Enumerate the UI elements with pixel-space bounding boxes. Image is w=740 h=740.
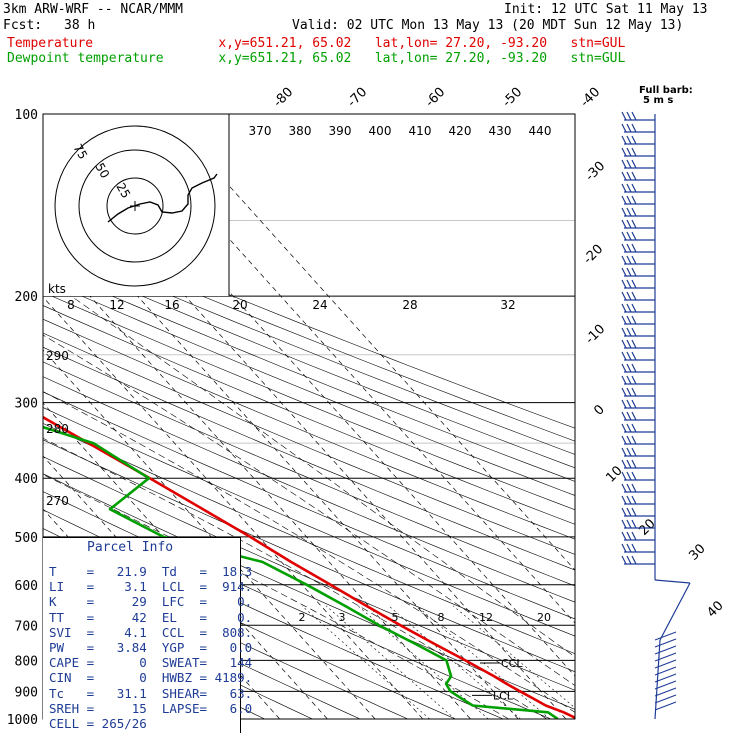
mixing-ratio-label: 12: [479, 611, 493, 624]
hodograph-speed-label: 16: [164, 298, 179, 312]
mixing-ratio-label: 20: [537, 611, 551, 624]
pressure-label: 1000: [7, 713, 38, 728]
isotherm-label: 30: [686, 541, 708, 563]
pressure-label: 700: [15, 619, 38, 634]
isotherm-label: -10: [583, 322, 609, 348]
isotherm-label: 10: [603, 463, 625, 485]
mixing-ratio-label: 3: [339, 611, 346, 624]
hodograph-ring-label: 25: [113, 181, 133, 201]
isotherm-label: 40: [704, 598, 726, 620]
hodograph-ring-label: 75: [70, 142, 90, 162]
parcel-info-row: TT = 42 EL = 0.: [49, 609, 253, 625]
theta-label: 390: [329, 124, 352, 138]
theta-label: 400: [369, 124, 392, 138]
dewpoint-legend: Dewpoint temperature x,y=651.21, 65.02 l…: [7, 51, 626, 66]
mixing-ratio-label: 8: [438, 611, 445, 624]
init-time: Init: 12 UTC Sat 11 May 13: [504, 2, 708, 17]
parcel-info-row: LI = 3.1 LCL = 914.: [49, 579, 253, 595]
parcel-info-row: CIN = 0 HWBZ = 4189.: [49, 670, 253, 686]
theta-label: 410: [409, 124, 432, 138]
pressure-label: 200: [15, 290, 38, 305]
isotherm-label: -80: [271, 85, 297, 111]
valid-time: Valid: 02 UTC Mon 13 May 13 (20 MDT Sun …: [292, 18, 684, 33]
forecast-hours: 38 h: [64, 18, 96, 33]
pressure-label: 300: [15, 397, 38, 412]
parcel-info-row: PW = 3.84 YGP = 0.0: [49, 640, 253, 655]
forecast-label: Fcst:: [3, 18, 43, 33]
isotherm-label: -70: [345, 85, 371, 111]
parcel-info-row: CELL = 265/26: [49, 716, 147, 731]
pressure-label: 600: [15, 579, 38, 594]
isotherm-label: -50: [500, 85, 526, 111]
theta-label: 270: [46, 494, 69, 508]
dewpoint-trace: [43, 425, 559, 719]
pressure-label: 400: [15, 472, 38, 487]
theta-label: 280: [46, 422, 69, 436]
pressure-label: 900: [15, 685, 38, 700]
model-title: 3km ARW-WRF -- NCAR/MMM: [3, 2, 184, 17]
ccl-marker: CCL: [501, 657, 523, 670]
pressure-label: 500: [15, 531, 38, 546]
parcel-info-row: CAPE = 0 SWEAT= 144: [49, 655, 253, 671]
isotherm-label: -20: [581, 242, 607, 268]
mixing-ratio-label: 5: [392, 611, 399, 624]
wind-barbs: [621, 111, 691, 720]
theta-label: 430: [489, 124, 512, 138]
theta-label: 380: [289, 124, 312, 138]
parcel-info-row: T = 21.9 Td = 18.3: [49, 564, 253, 579]
hodograph-speed-label: 32: [500, 298, 515, 312]
parcel-info-row: SVI = 4.1 CCL = 808.: [49, 624, 253, 640]
isotherm-label: -40: [578, 85, 604, 111]
temperature-legend: Temperature x,y=651.21, 65.02 lat,lon= 2…: [7, 36, 626, 51]
isotherm-label: -60: [423, 85, 449, 111]
hodograph-ring-label: 50: [92, 161, 112, 181]
isotherm-label: 0: [591, 402, 607, 418]
theta-label: 440: [529, 124, 552, 138]
parcel-info-title: Parcel Info: [87, 540, 174, 555]
kts-label: kts: [48, 282, 66, 296]
mixing-ratio-label: 2: [299, 611, 306, 624]
parcel-info-row: SREH = 15 LAPSE= 6.0: [49, 700, 253, 716]
theta-label: 370: [249, 124, 272, 138]
hodograph-speed-label: 20: [232, 298, 247, 312]
pressure-label: 800: [15, 654, 38, 669]
hodograph-speed-label: 8: [67, 298, 75, 312]
full-barb-units: 5 m s: [643, 95, 673, 106]
hodograph-speed-label: 24: [312, 298, 327, 312]
theta-label: 420: [449, 124, 472, 138]
hodograph-speed-label: 28: [402, 298, 417, 312]
parcel-info-panel: Parcel Info T = 21.9 Td = 18.3 LI = 3.1 L…: [43, 537, 252, 733]
pressure-label: 100: [15, 108, 38, 123]
temperature-trace: [43, 415, 575, 719]
theta-label: 290: [46, 349, 69, 363]
hodograph-speed-label: 12: [109, 298, 124, 312]
parcel-info-row: Tc = 31.1 SHEAR= 63.: [49, 685, 253, 701]
isotherm-label: -30: [583, 159, 609, 185]
full-barb-label: Full barb:: [639, 85, 693, 96]
parcel-info-row: K = 29 LFC = 0.: [49, 594, 253, 610]
lcl-marker: LCL: [493, 689, 514, 702]
